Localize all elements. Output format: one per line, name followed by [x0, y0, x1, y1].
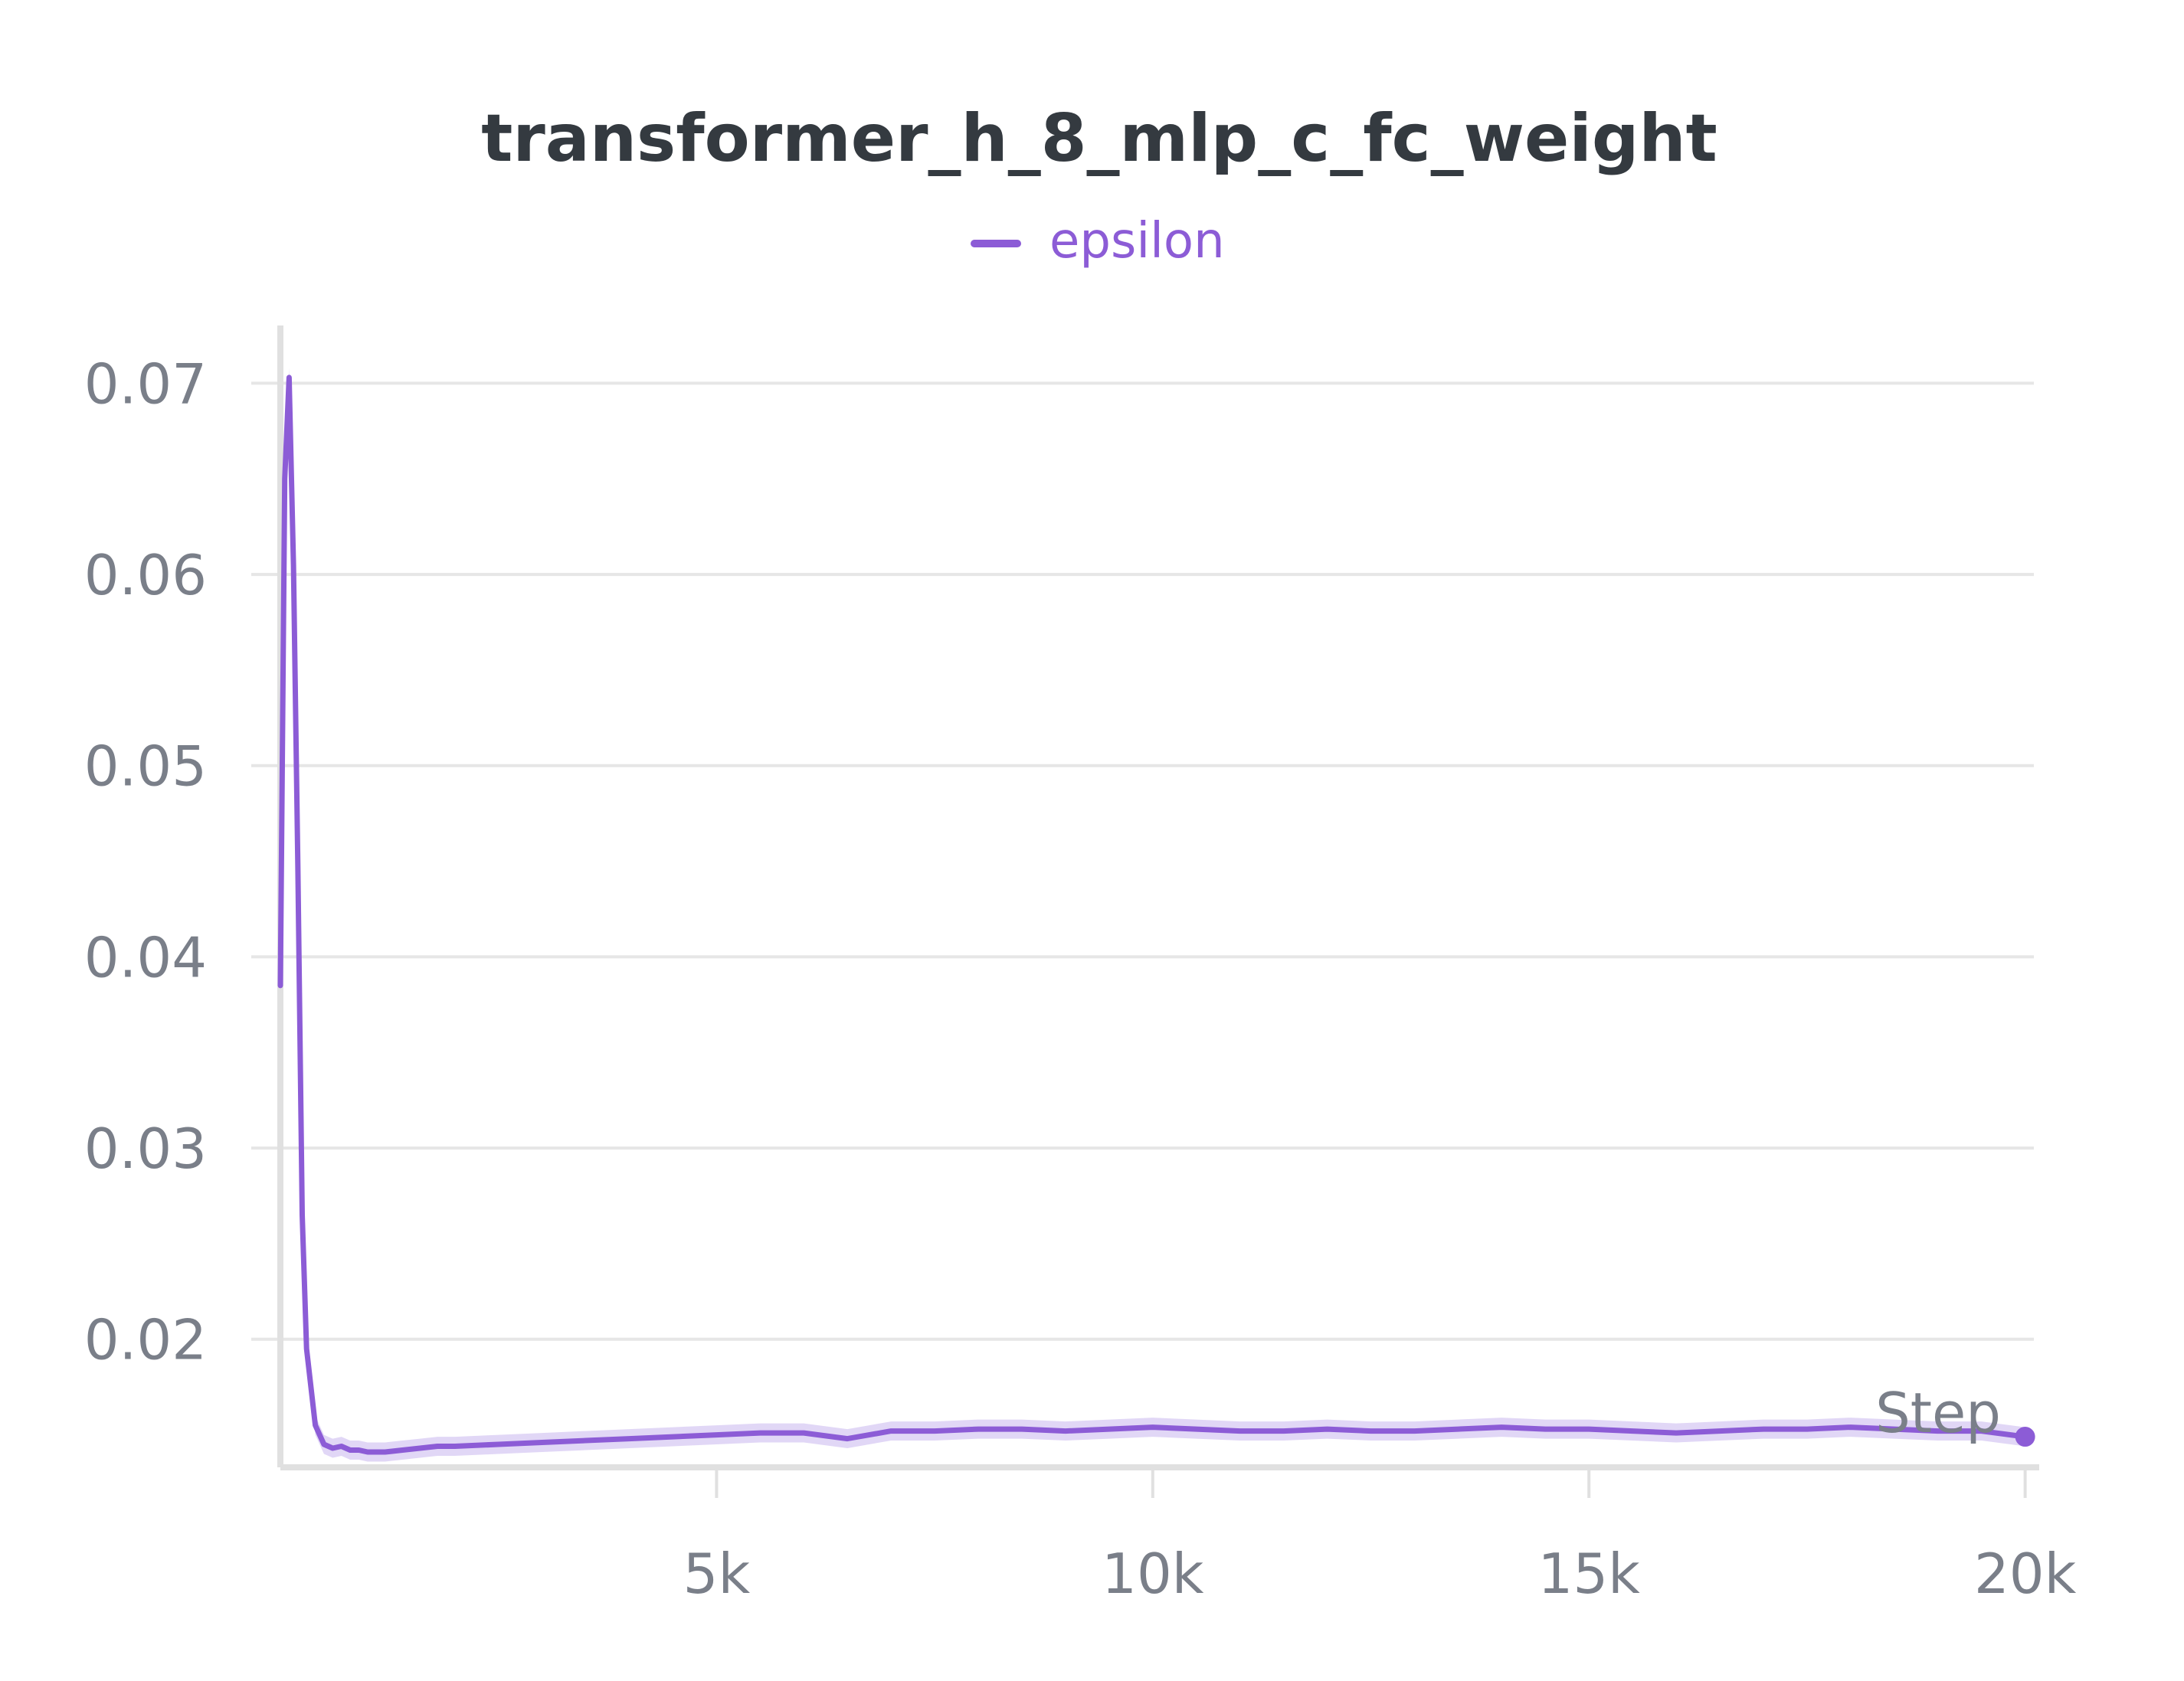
x-tick-label: 10k [1102, 1542, 1204, 1606]
grid-lines [251, 381, 2034, 1341]
y-tick-label: 0.05 [84, 734, 207, 799]
y-tick-label: 0.07 [84, 352, 207, 416]
x-tick-label: 20k [1974, 1542, 2077, 1606]
x-axis-ticks: 5k 10k 15k 20k [683, 1467, 2077, 1606]
series-line-epsilon [277, 374, 2028, 1455]
y-tick-label: 0.04 [84, 925, 207, 989]
x-tick-label: 5k [683, 1542, 751, 1606]
legend-label-epsilon: epsilon [1049, 213, 1225, 270]
chart-title: transformer_h_8_mlp_c_fc_weight [481, 100, 1717, 177]
legend: epsilon [971, 213, 1225, 270]
data-point-epsilon [2015, 1427, 2035, 1447]
x-tick-label: 15k [1538, 1542, 1641, 1606]
y-tick-label: 0.02 [84, 1308, 207, 1372]
y-axis-ticks: 0.02 0.03 0.04 0.05 0.06 0.07 [84, 352, 207, 1372]
series-layer [277, 368, 2035, 1462]
y-tick-label: 0.06 [84, 543, 207, 607]
y-tick-label: 0.03 [84, 1117, 207, 1181]
x-axis-label: Step [1875, 1381, 2001, 1445]
